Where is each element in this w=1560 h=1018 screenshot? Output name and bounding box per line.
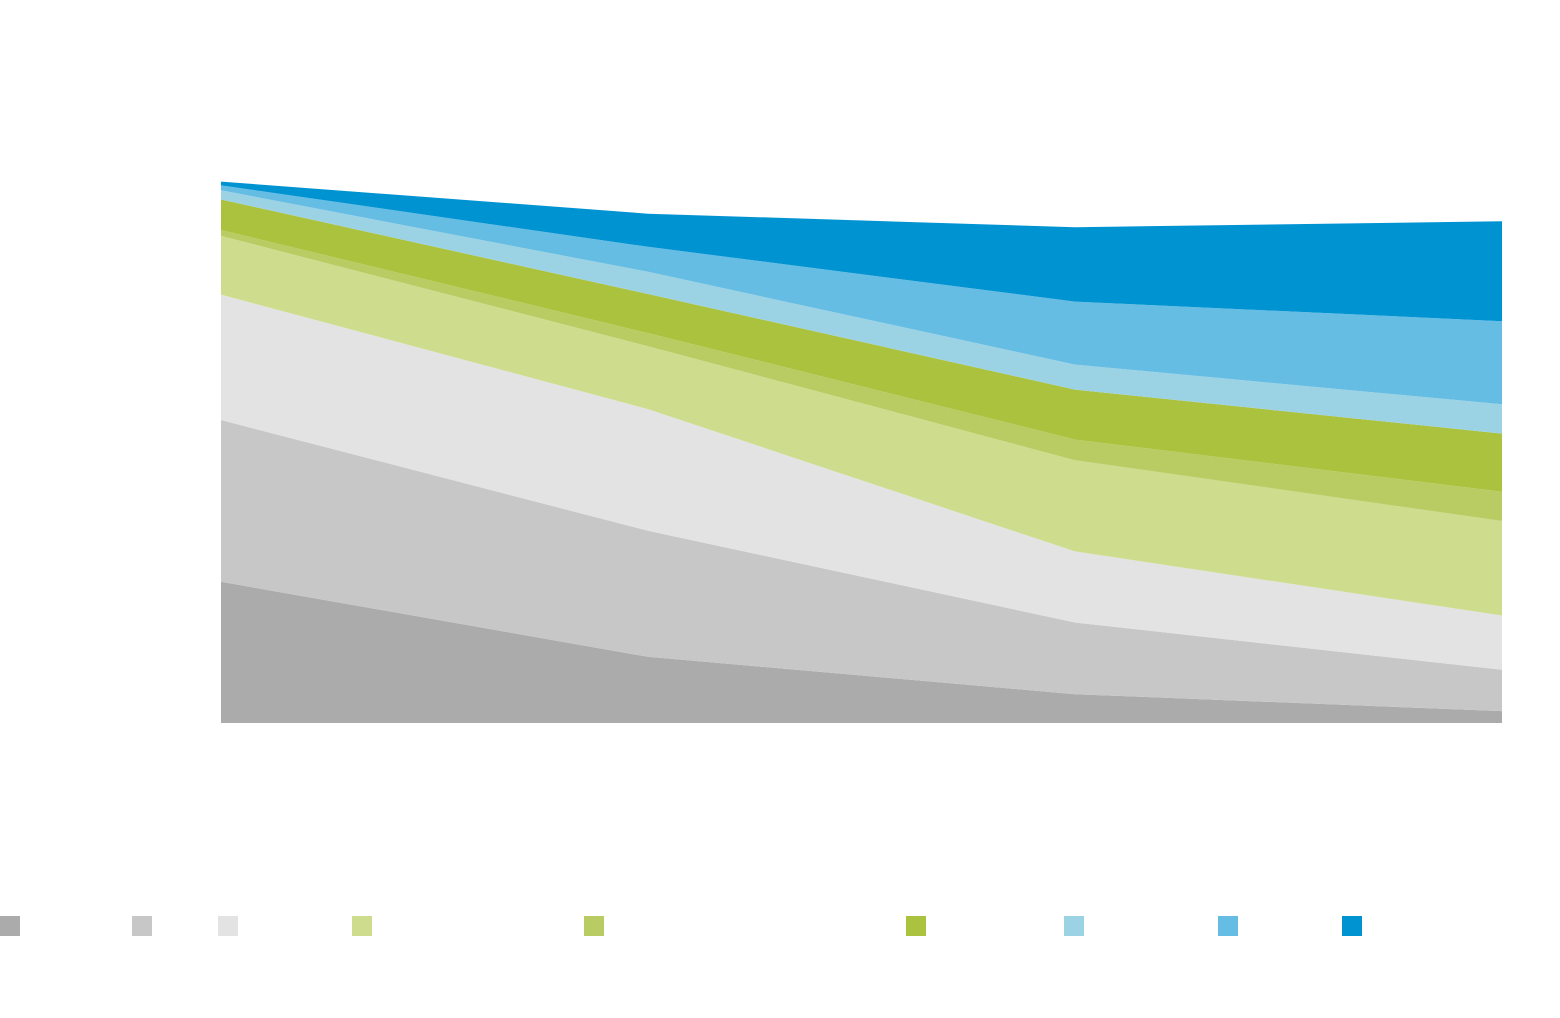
legend-swatch-1 — [0, 916, 20, 936]
legend-swatch-5 — [584, 916, 604, 936]
legend-swatch-3 — [218, 916, 238, 936]
legend-swatch-4 — [352, 916, 372, 936]
legend-swatch-9 — [1342, 916, 1362, 936]
area-series-9 — [221, 181, 1502, 322]
legend-item-8 — [1218, 916, 1238, 936]
area-series-8 — [221, 185, 1502, 405]
area-series-2 — [221, 420, 1502, 712]
area-series-3 — [221, 294, 1502, 670]
chart-areas — [221, 181, 1502, 723]
area-series-4 — [221, 235, 1502, 616]
legend-item-4 — [352, 916, 372, 936]
legend-item-2 — [132, 916, 152, 936]
legend-item-1 — [0, 916, 20, 936]
legend-swatch-2 — [132, 916, 152, 936]
legend-swatch-6 — [906, 916, 926, 936]
area-series-1 — [221, 581, 1502, 723]
legend-item-9 — [1342, 916, 1362, 936]
legend-swatch-8 — [1218, 916, 1238, 936]
legend-swatch-7 — [1064, 916, 1084, 936]
legend-item-5 — [584, 916, 604, 936]
legend-item-7 — [1064, 916, 1084, 936]
area-series-7 — [221, 190, 1502, 434]
area-series-5 — [221, 230, 1502, 521]
chart-legend — [0, 916, 1560, 936]
legend-item-3 — [218, 916, 238, 936]
legend-item-6 — [906, 916, 926, 936]
area-series-6 — [221, 199, 1502, 492]
